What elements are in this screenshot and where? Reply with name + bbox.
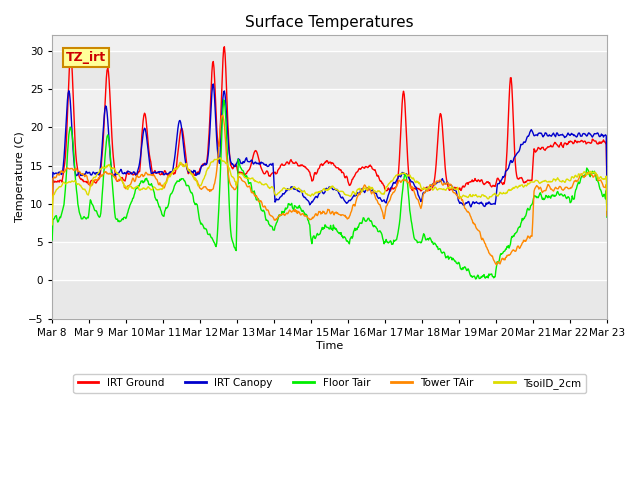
Bar — [52, 51, 607, 89]
Legend: IRT Ground, IRT Canopy, Floor Tair, Tower TAir, TsoilD_2cm: IRT Ground, IRT Canopy, Floor Tair, Towe… — [74, 373, 586, 393]
Bar — [52, 280, 607, 319]
Y-axis label: Temperature (C): Temperature (C) — [15, 132, 25, 222]
Bar — [52, 127, 607, 166]
Title: Surface Temperatures: Surface Temperatures — [245, 15, 414, 30]
X-axis label: Time: Time — [316, 340, 343, 350]
Text: TZ_irt: TZ_irt — [66, 51, 106, 64]
Bar — [52, 204, 607, 242]
